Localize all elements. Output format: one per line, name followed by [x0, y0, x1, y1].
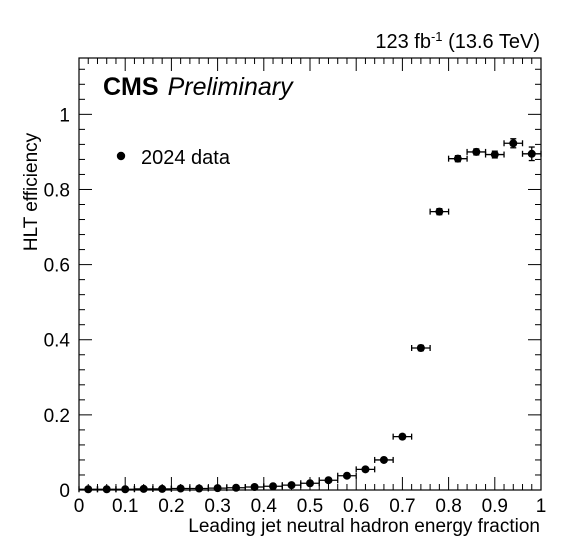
data-point: [410, 344, 431, 353]
axes: 0 0.1 0.2 0.3 0.4 0.5 0.6 0.7 0.8 0.9 1 0 0.2 0.4 0.6 0…: [44, 57, 547, 517]
data-marker: [121, 485, 130, 494]
x-tick-label: 0.2: [158, 496, 184, 517]
x-tick-label: 0.1: [112, 496, 138, 517]
data-point: [207, 484, 228, 493]
x-tick-label: 0.9: [482, 496, 508, 517]
data-point: [96, 485, 117, 494]
data-marker: [213, 484, 222, 493]
data-marker: [379, 455, 388, 464]
preliminary-label: Preliminary: [168, 73, 295, 101]
plot-frame: [78, 57, 542, 491]
energy-label: (13.6 TeV): [443, 31, 540, 53]
y-tick-label: 0.4: [44, 331, 71, 352]
data-point: [318, 476, 339, 485]
data-marker: [453, 154, 462, 163]
x-tick-label: 1: [536, 496, 547, 517]
data-marker: [250, 482, 259, 491]
data-points: [78, 138, 542, 494]
data-point: [355, 465, 376, 474]
data-point: [300, 479, 320, 488]
legend-entry-2024-data: 2024 data: [141, 147, 231, 169]
lumi-label: 123 fb-1 (13.6 TeV): [375, 29, 540, 54]
data-marker: [269, 482, 278, 491]
data-point: [447, 154, 468, 163]
data-point: [189, 484, 210, 493]
data-marker: [195, 484, 204, 493]
data-point: [503, 138, 524, 149]
data-marker: [102, 485, 111, 494]
x-tick-label: 0.7: [389, 496, 415, 517]
data-marker: [139, 484, 148, 493]
data-point: [170, 484, 191, 493]
experiment-label: CMS Preliminary: [103, 73, 294, 101]
y-tick-label: 1: [59, 105, 70, 126]
x-tick-label: 0.4: [251, 496, 278, 517]
data-point: [466, 147, 487, 156]
data-marker: [472, 147, 481, 156]
y-tick-label: 0.2: [44, 406, 70, 427]
data-marker: [509, 139, 518, 148]
x-tick-label: 0.6: [343, 496, 369, 517]
y-tick-label: 0.6: [44, 256, 70, 277]
data-point: [115, 485, 136, 494]
legend-marker: [116, 151, 126, 161]
data-point: [521, 146, 542, 162]
data-marker: [306, 479, 314, 488]
data-point: [337, 471, 357, 480]
lumi-value: 123 fb: [375, 31, 431, 53]
data-marker: [84, 485, 93, 494]
data-point: [133, 484, 154, 493]
y-tick-label: 0: [59, 481, 70, 502]
data-point: [263, 482, 283, 491]
y-axis-title: HLT efficiency: [21, 132, 42, 251]
data-marker: [287, 481, 296, 490]
data-marker: [490, 150, 499, 159]
data-marker: [158, 484, 167, 493]
x-tick-label: 0.5: [297, 496, 323, 517]
legend: 2024 data: [116, 147, 231, 169]
data-point: [392, 432, 413, 441]
data-marker: [324, 476, 333, 485]
data-marker: [361, 465, 370, 474]
x-axis-title: Leading jet neutral hadron energy fracti…: [188, 516, 540, 537]
data-point: [281, 481, 302, 490]
y-tick-label: 0.8: [44, 180, 70, 201]
x-tick-label: 0: [74, 496, 85, 517]
data-marker: [398, 432, 407, 441]
data-point: [152, 484, 173, 493]
data-marker: [416, 344, 425, 353]
data-marker: [176, 484, 185, 493]
data-point: [484, 150, 505, 159]
data-marker: [232, 483, 241, 492]
lumi-exponent: -1: [431, 29, 443, 44]
data-marker: [435, 207, 444, 216]
data-point: [374, 455, 394, 464]
data-point: [78, 485, 99, 494]
data-point: [429, 207, 450, 216]
data-marker: [342, 471, 351, 480]
data-marker: [527, 149, 536, 158]
x-tick-label: 0.3: [204, 496, 230, 517]
x-tick-label: 0.8: [435, 496, 461, 517]
cms-label: CMS: [103, 73, 159, 101]
